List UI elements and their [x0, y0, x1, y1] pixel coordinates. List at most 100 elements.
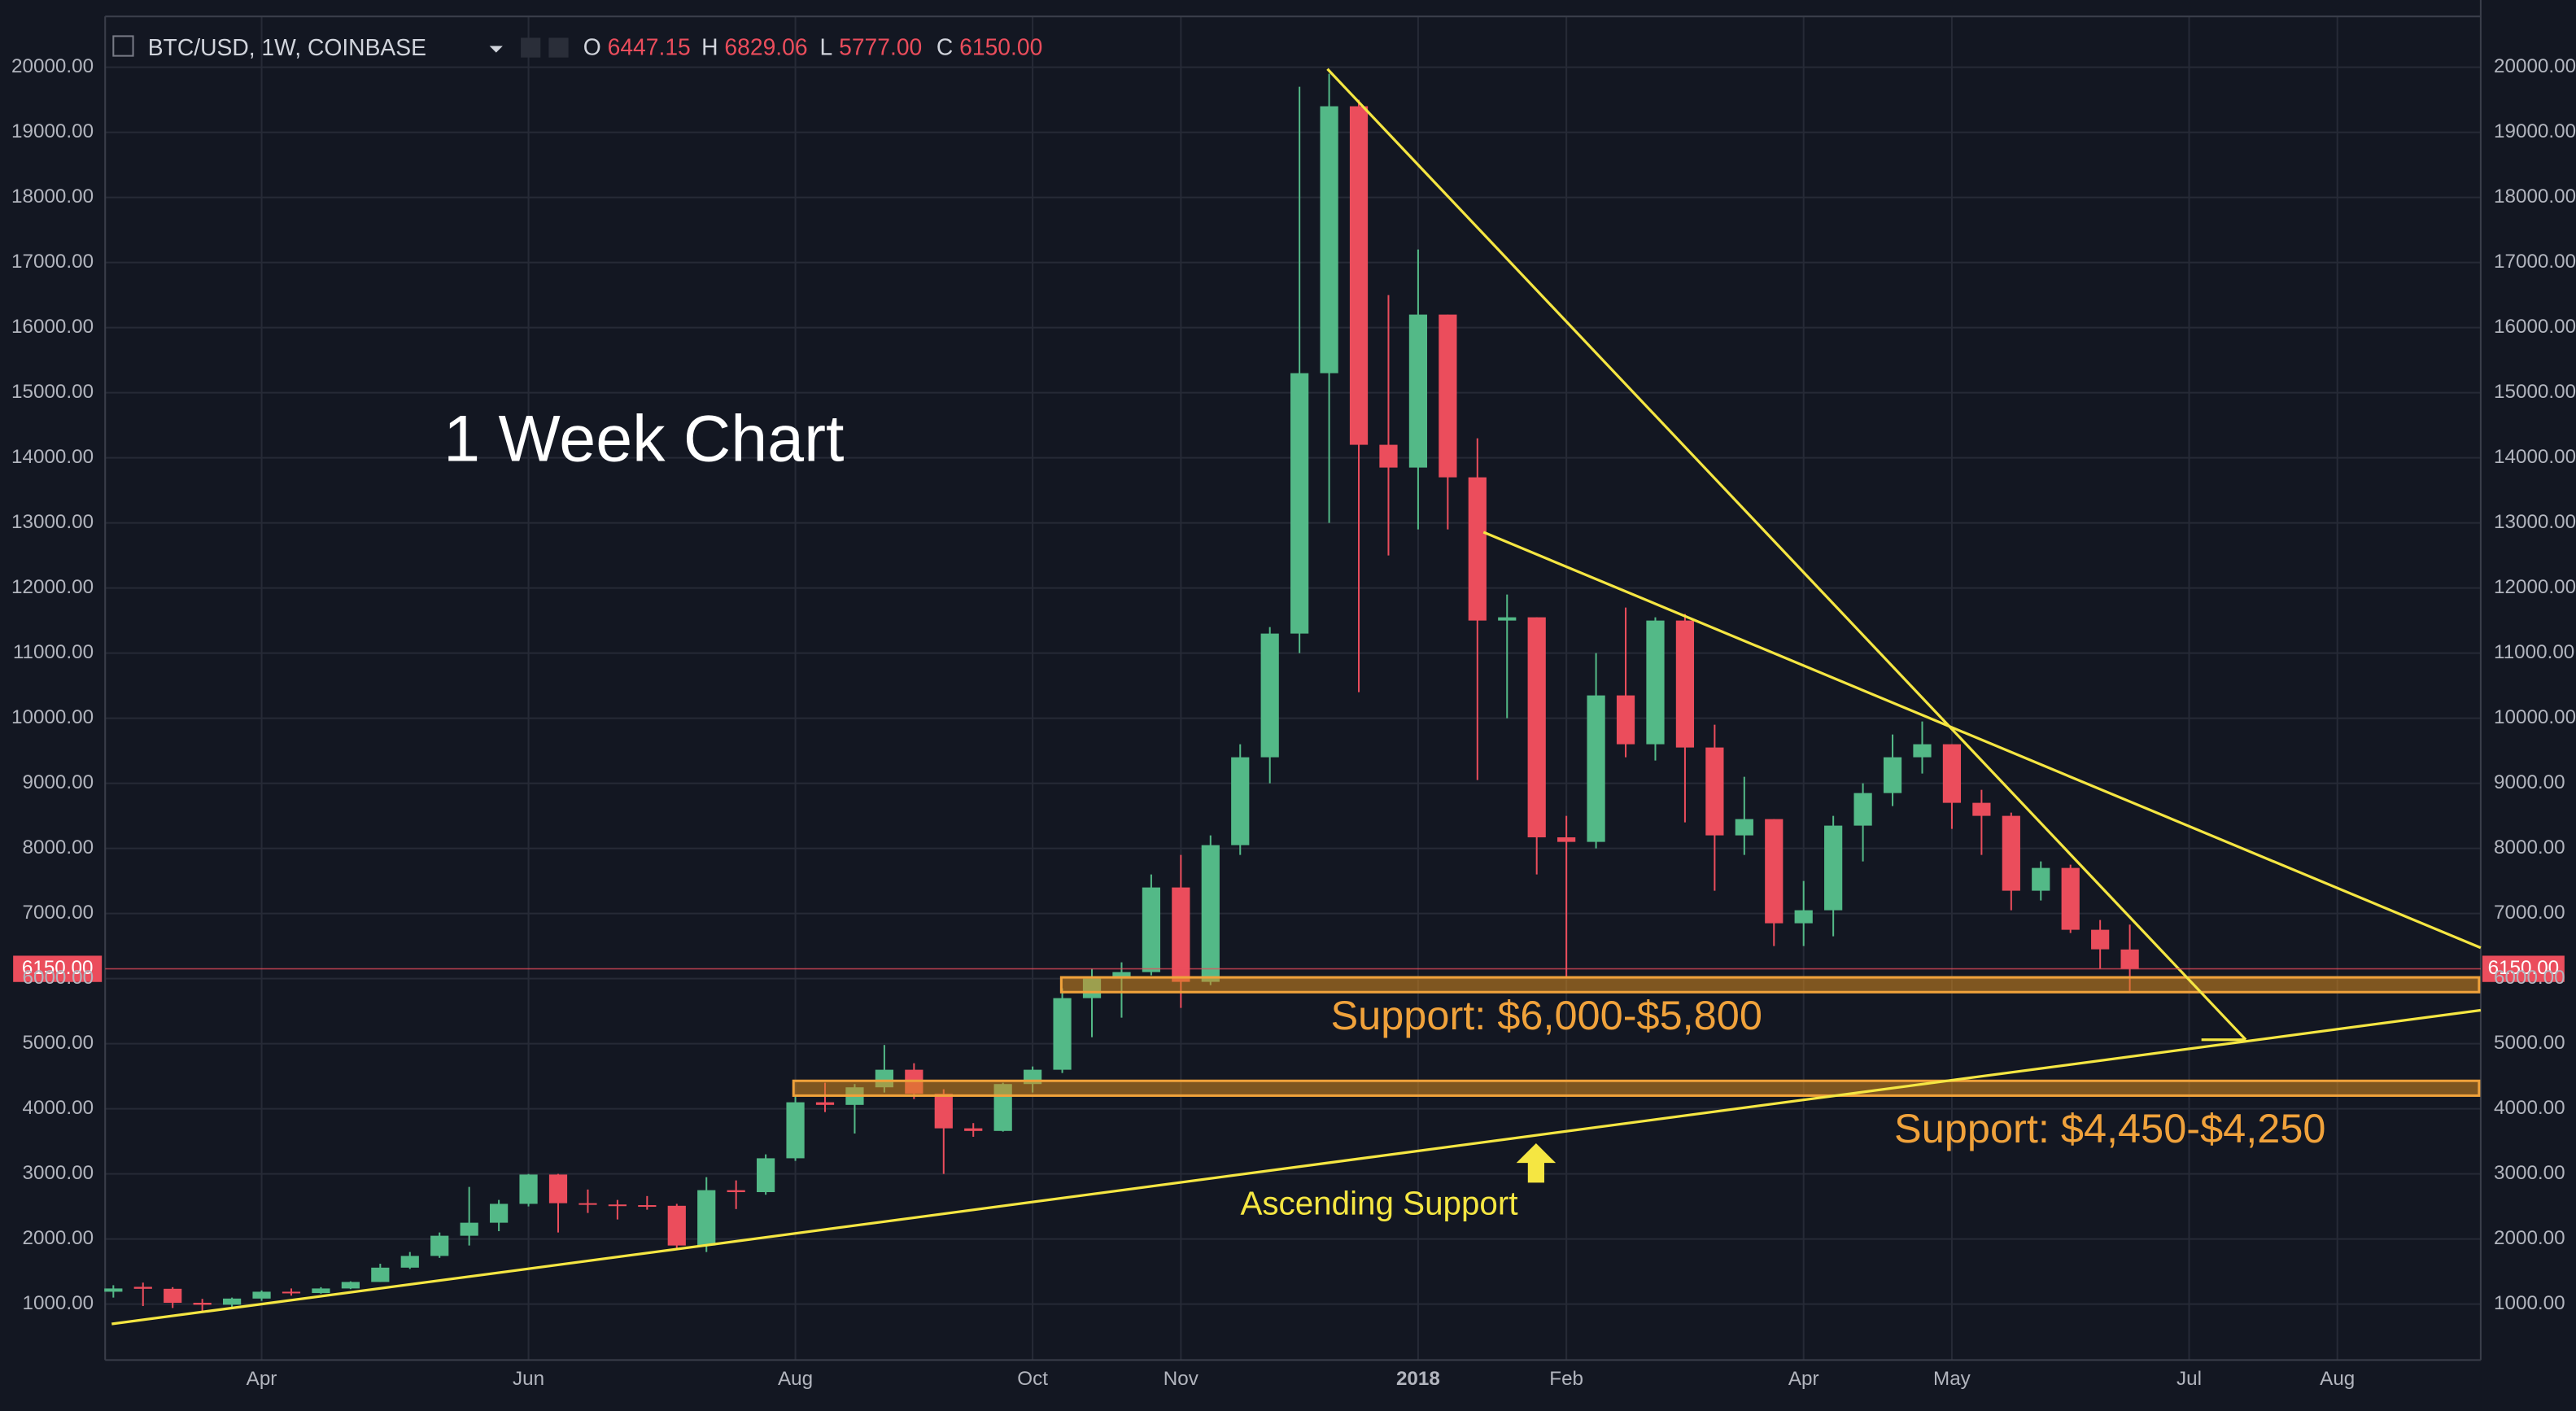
- y-tick-label: 8000.00: [23, 837, 94, 858]
- x-tick-label: Jun: [513, 1368, 544, 1390]
- candle-body: [727, 1190, 745, 1193]
- y-tick-label: 17000.00: [2494, 251, 2576, 273]
- candle-body: [1883, 757, 1902, 793]
- candle-body: [1379, 444, 1398, 468]
- y-tick-label: 6000.00: [23, 967, 94, 989]
- y-tick-label: 13000.00: [2494, 511, 2576, 533]
- candle-body: [1408, 314, 1428, 468]
- ohlc-legend: O 6447.15 H 6829.06 L 5777.00 C 6150.00: [583, 34, 1043, 60]
- y-tick-label: 17000.00: [11, 251, 94, 273]
- y-tick-label: 14000.00: [11, 446, 94, 468]
- y-tick-label: 5000.00: [23, 1032, 94, 1054]
- candle-body: [608, 1204, 627, 1207]
- candle-body: [2061, 867, 2080, 930]
- candle-body: [1913, 744, 1932, 758]
- candle-body: [1439, 314, 1457, 478]
- support-label: Support: $4,450-$4,250: [1894, 1105, 2325, 1151]
- candle-body: [1112, 972, 1131, 979]
- x-tick-label: Apr: [1788, 1368, 1819, 1390]
- candle-body: [1705, 747, 1724, 836]
- candle-body: [1498, 617, 1517, 621]
- y-tick-label: 19000.00: [11, 120, 94, 142]
- candle-body: [1468, 477, 1487, 621]
- y-tick-label: 1000.00: [2494, 1292, 2565, 1314]
- candle-body: [1290, 373, 1309, 634]
- price-tag-label: 6150.00: [2488, 957, 2560, 979]
- x-tick-label: Aug: [778, 1368, 813, 1390]
- candles: [104, 73, 2139, 1312]
- candle-body: [1320, 106, 1338, 374]
- y-tick-label: 20000.00: [2494, 55, 2576, 77]
- candle-body: [164, 1288, 182, 1304]
- y-tick-label: 2000.00: [2494, 1227, 2565, 1249]
- icon: [548, 37, 569, 58]
- candle-body: [252, 1291, 271, 1299]
- ohlc-value: 6829.06: [724, 34, 807, 60]
- ohlc-key: O: [583, 34, 601, 60]
- candle-body: [2120, 949, 2139, 969]
- ascending-support-line: [111, 1008, 2482, 1326]
- candle-body: [697, 1190, 716, 1246]
- x-tick-label: Apr: [247, 1368, 277, 1390]
- candle-body: [430, 1235, 449, 1256]
- symbol-title: BTC/USD, 1W, COINBASE: [148, 34, 426, 60]
- y-tick-label: 20000.00: [11, 55, 94, 77]
- y-tick-label: 7000.00: [23, 902, 94, 924]
- y-tick-label: 10000.00: [11, 706, 94, 728]
- y-tick-label: 6000.00: [2494, 967, 2565, 989]
- candle-body: [133, 1286, 152, 1289]
- x-tick-label: Oct: [1017, 1368, 1048, 1390]
- candle-body: [815, 1102, 835, 1105]
- candle-body: [548, 1174, 568, 1204]
- price-tag: [2482, 955, 2565, 982]
- candle-body: [1142, 887, 1161, 972]
- candle-body: [400, 1256, 419, 1268]
- candle-body: [312, 1288, 330, 1294]
- price-tag-label: 6150.00: [22, 957, 94, 979]
- trend-line: [1482, 531, 2482, 950]
- y-tick-label: 11000.00: [2494, 641, 2574, 663]
- ohlc-value: 6150.00: [959, 34, 1042, 60]
- last-price: 6150.00 6150.00: [13, 955, 2565, 982]
- y-tick-label: 12000.00: [2494, 576, 2576, 598]
- candle-body: [1675, 620, 1695, 748]
- support-zone: [792, 1079, 2481, 1097]
- candle-body: [1557, 837, 1576, 842]
- y-tick-label: 5000.00: [2494, 1032, 2565, 1054]
- ohlc-value: 6447.15: [608, 34, 691, 60]
- candle-body: [1853, 793, 1872, 826]
- y-tick-label: 10000.00: [2494, 706, 2576, 728]
- candle-body: [1201, 845, 1220, 982]
- y-tick-label: 13000.00: [11, 511, 94, 533]
- candle-body: [460, 1222, 478, 1236]
- ohlc-key: H: [701, 34, 718, 60]
- x-tick-label: May: [1933, 1368, 1971, 1390]
- y-tick-label: 12000.00: [11, 576, 94, 598]
- y-tick-label: 19000.00: [2494, 120, 2576, 142]
- ascending-label: Ascending Support: [1240, 1184, 1517, 1221]
- support-label: Support: $6,000-$5,800: [1330, 992, 1762, 1038]
- candle-body: [2091, 929, 2110, 950]
- candle-body: [519, 1174, 538, 1204]
- y-tick-label: 14000.00: [2494, 446, 2576, 468]
- candle-body: [104, 1288, 123, 1292]
- candle-body: [341, 1282, 360, 1289]
- ohlc-key: L: [820, 34, 833, 60]
- candle-body: [1735, 819, 1753, 836]
- candle-body: [1527, 617, 1546, 838]
- y-tick-label: 9000.00: [2494, 771, 2565, 793]
- y-tick-label: 3000.00: [2494, 1162, 2565, 1184]
- candle-body: [579, 1203, 597, 1205]
- candle-body: [1646, 620, 1665, 745]
- candle-body: [222, 1298, 242, 1305]
- candle-body: [1172, 887, 1190, 982]
- y-tick-label: 15000.00: [11, 381, 94, 403]
- x-tick-label: Nov: [1164, 1368, 1199, 1390]
- x-tick-label: Jul: [2177, 1368, 2202, 1390]
- y-tick-label: 8000.00: [2494, 837, 2565, 858]
- candle-body: [757, 1158, 775, 1193]
- candle-body: [2002, 815, 2020, 891]
